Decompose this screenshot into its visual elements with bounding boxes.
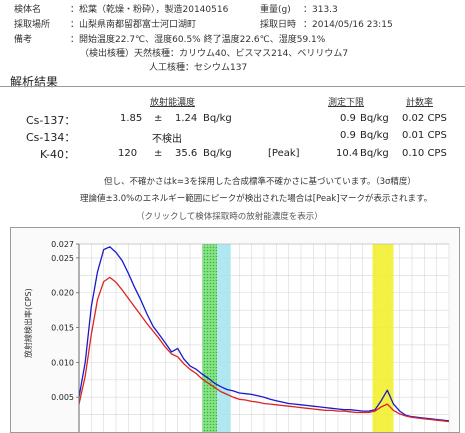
roi-band [372,244,394,432]
cs134-limit-unit: Bq/kg [360,130,389,141]
sample-name-label: 検体名 [14,5,42,15]
y-tick-label: 0.005 [51,393,74,402]
k40-unit: Bq/kg [203,148,232,159]
col-concentration-header: 放射能濃度 [150,98,196,108]
cs137-value: 1.85 [120,113,143,124]
k40-peak-mark: [Peak] [268,148,300,159]
note-uncertainty: 但し、不確かさはk=3を採用した合成標準不確かさに基づいています。（3σ精度） [104,177,416,187]
place-value: ：山梨県南都留郡富士河口湖町 [70,20,197,30]
cs137-unit: Bq/kg [203,113,232,124]
weight-value: ：313.3 [303,5,338,15]
cs137-pm: ± [154,113,163,124]
cs134-count-rate: 0.01 CPS [402,130,447,141]
remarks-line-1: ：開始温度22.7℃、湿度60.5% 終了温度22.6℃、湿度59.1% [70,35,326,45]
col-count-rate-header: 計数率 [406,98,434,108]
nuclide-cs137: Cs-137： [26,114,76,127]
results-section-title: 解析結果 [10,75,59,89]
k40-limit-unit: Bq/kg [360,148,389,159]
chart-axes: 0.027 0.025 0.020 0.015 0.010 0.005 [51,240,449,432]
k40-limit: 10.4 [336,148,359,159]
y-tick-label: 0.010 [51,358,74,367]
y-tick-label: 0.015 [51,324,74,333]
y-tick-label: 0.027 [51,240,74,249]
roi-band [217,244,231,432]
date-value: ：2014/05/16 23:15 [303,20,393,30]
cs137-limit: 0.9 [340,113,356,124]
y-axis-label: 放射線検出率(CPS) [23,288,33,358]
cs137-count-rate: 0.02 CPS [402,113,447,124]
chart-roi-bands [202,244,394,432]
spectrum-series-line [78,276,450,423]
cs137-limit-unit: Bq/kg [360,113,389,124]
y-tick-label: 0.020 [51,289,74,298]
cs134-limit: 0.9 [340,130,356,141]
roi-band [202,244,218,432]
spectrum-series-line [78,246,450,422]
cs137-error: 1.24 [175,113,198,124]
col-detection-limit-header: 測定下限 [328,98,365,108]
nuclide-k40: K-40： [40,148,76,161]
section-divider [0,86,465,87]
remarks-label: 備考 [14,35,33,45]
remarks-line-3: 人工核種：セシウム137 [149,63,248,73]
y-tick-label: 0.025 [51,254,74,263]
click-hint-link[interactable]: （クリックして検体採取時の放射能濃度を表示） [136,212,323,222]
weight-label: 重量(g) [260,5,291,15]
k40-pm: ± [154,148,163,159]
k40-count-rate: 0.10 CPS [402,148,447,159]
date-label: 採取日時 [260,20,297,30]
note-peak: 理論値±3.0%のエネルギー範囲にピークが検出された場合は[Peak]マークが表… [80,194,433,204]
sample-name-value: ：松葉（乾燥・粉砕），製造20140516 [70,5,229,15]
chart-series-lines [78,246,450,423]
cs134-value: 不検出 [152,134,182,145]
k40-value: 120 [118,148,138,159]
k40-error: 35.6 [175,148,198,159]
spectrum-chart[interactable]: 0.027 0.025 0.020 0.015 0.010 0.005 放射線検出率(CP… [10,227,460,433]
place-label: 採取場所 [14,20,51,30]
remarks-line-2: （検出核種）天然核種：カリウム40、ビスマス214、ベリリウム7 [80,49,349,59]
nuclide-cs134: Cs-134： [26,131,76,144]
spectrum-chart-svg: 0.027 0.025 0.020 0.015 0.010 0.005 放射線検出率(CP… [23,240,450,432]
